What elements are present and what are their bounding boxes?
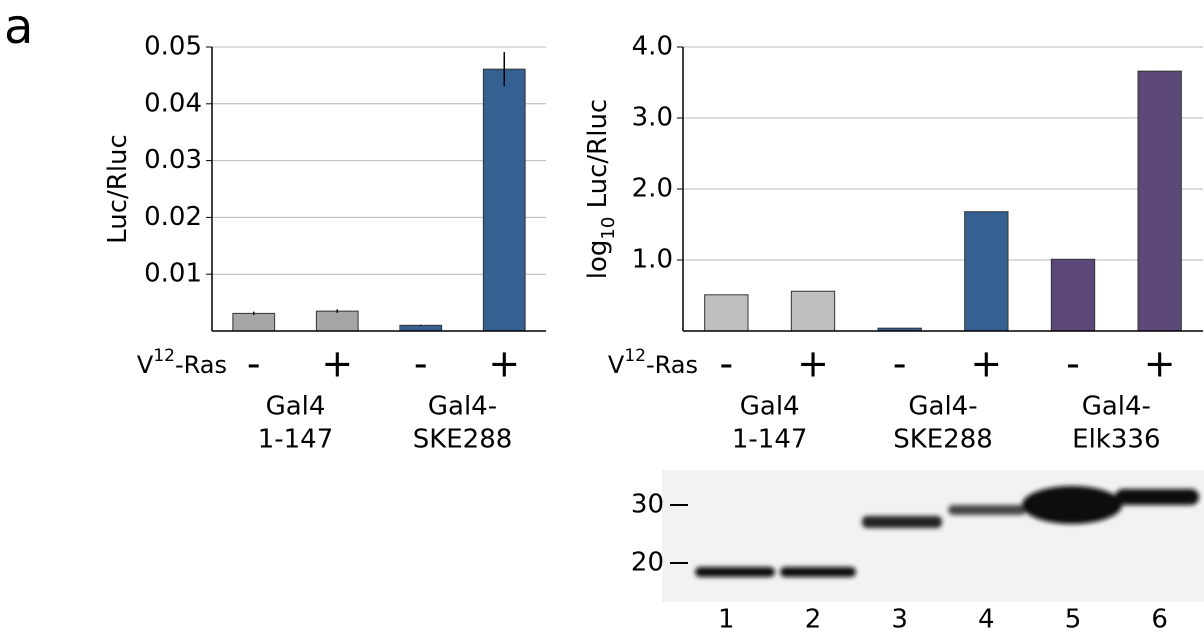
bar [1051,259,1094,331]
row-label-part: 12 [624,346,646,366]
bar [316,311,358,331]
bar [705,295,748,331]
lane-label: 1 [718,605,735,635]
y-tick-label: 0.04 [144,88,202,118]
bar [965,212,1008,331]
figure: a 30 20 0.01 0.02 0.03 0.04 0.05 Luc/Rluc - + - +… [0,0,1204,637]
group-label: 1-147 [258,425,334,455]
y-tick-label: 4.0 [632,32,673,62]
marker-label: 30 [631,490,664,520]
lane-label: 4 [978,605,995,635]
lane-label: 2 [805,605,822,635]
band [862,516,942,528]
row-label-part: V [608,351,625,379]
lane-label: 5 [1065,605,1082,635]
row-label: V12-Ras [608,346,698,379]
marker-label: 20 [631,548,664,578]
group-label: 1-147 [732,425,808,455]
group-label: Gal4 [740,392,800,422]
y-title-part: 10 [598,217,619,240]
x-tick-label: + [970,342,1002,386]
y-title-part: log [583,240,613,280]
band [1115,489,1199,505]
band [948,505,1026,515]
lane-label: 6 [1151,605,1168,635]
y-title-part: Luc/Rluc [103,134,133,244]
row-label: V12-Ras [137,346,227,379]
row-label-part: V [137,351,154,379]
x-tick-label: - [414,342,428,386]
x-tick-label: + [1144,342,1176,386]
group-label: Gal4- [1082,392,1151,422]
y-tick-label: 0.02 [144,202,202,232]
x-tick-label: - [893,342,907,386]
bar [483,69,525,331]
western-blot: 30 20 [631,470,1204,602]
group-label: Gal4- [428,392,497,422]
x-tick-label: + [488,342,520,386]
y-tick-label: 3.0 [632,103,673,133]
group-label: Gal4- [908,392,977,422]
x-tick-label: - [719,342,733,386]
row-label-part: 12 [153,346,175,366]
y-axis-title: log10 Luc/Rluc [583,99,619,279]
bar [400,325,442,331]
band [695,567,775,577]
y-tick-label: 2.0 [632,174,673,204]
y-tick-label: 1.0 [632,245,673,275]
bar [1138,71,1181,331]
panel-label: a [4,0,33,55]
y-tick-label: 0.01 [144,259,202,289]
lane-label: 3 [891,605,908,635]
x-tick-label: + [321,342,353,386]
row-label-part: -Ras [646,351,698,379]
group-label: Elk336 [1072,425,1160,455]
bar [233,313,275,331]
group-label: Gal4 [266,392,326,422]
bar [791,291,834,331]
band [1022,486,1122,524]
group-label: SKE288 [413,425,513,455]
y-axis-title: Luc/Rluc [103,134,133,244]
x-tick-label: - [1066,342,1080,386]
y-tick-label: 0.05 [144,32,202,62]
band [780,567,856,577]
group-label: SKE288 [893,425,993,455]
x-tick-label: - [247,342,261,386]
x-tick-label: + [797,342,829,386]
row-label-part: -Ras [175,351,227,379]
y-tick-label: 0.03 [144,145,202,175]
y-title-part: Luc/Rluc [583,99,613,217]
